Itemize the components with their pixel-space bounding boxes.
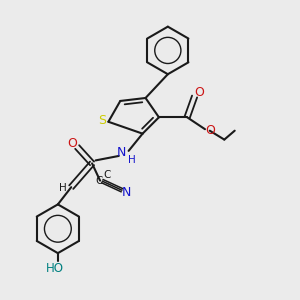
Text: H: H xyxy=(128,155,136,165)
Text: HO: HO xyxy=(46,262,64,275)
Text: O: O xyxy=(67,137,77,150)
Text: N: N xyxy=(122,186,131,199)
Text: C: C xyxy=(103,170,111,180)
Text: H: H xyxy=(59,183,67,193)
Text: O: O xyxy=(206,124,215,137)
Text: C: C xyxy=(96,176,103,186)
Text: S: S xyxy=(98,114,106,127)
Text: N: N xyxy=(117,146,127,160)
Text: O: O xyxy=(194,86,204,99)
